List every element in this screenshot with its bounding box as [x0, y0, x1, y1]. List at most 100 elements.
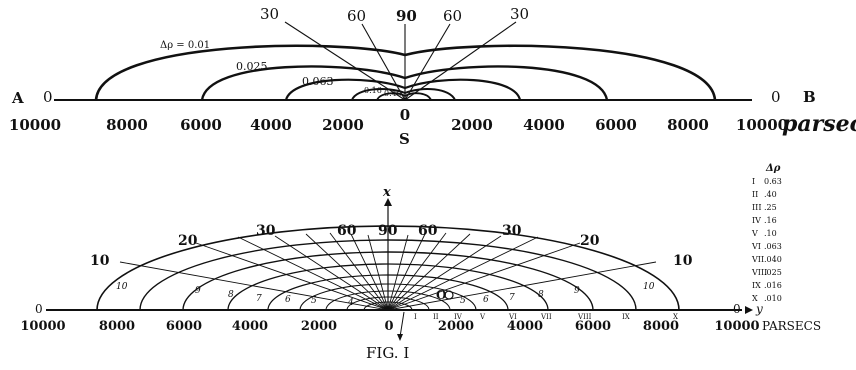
upper-contour-label: 0.16 — [364, 86, 382, 95]
lower-roman-marker: V — [479, 313, 486, 321]
lower-units-label: PARSECS — [762, 319, 821, 333]
lower-ray — [387, 233, 471, 311]
lower-ring-number: 5 — [311, 296, 317, 306]
upper-axis-zero-left: 0 — [43, 88, 53, 106]
lower-ray — [119, 261, 389, 311]
lower-ring-number: 10 — [116, 282, 128, 292]
lower-ring-number: 4 — [347, 298, 354, 308]
lower-ray — [305, 233, 389, 311]
upper-tick-label: 2000 — [322, 116, 364, 134]
lower-tick-label: 0 — [384, 319, 393, 334]
lower-point-o — [444, 290, 454, 300]
legend-row-num: III — [752, 203, 761, 212]
lower-angle-label: 60 — [337, 223, 357, 239]
legend-row-value: .010 — [764, 294, 782, 303]
lower-ray — [387, 235, 502, 311]
lower-roman-marker: X — [673, 313, 678, 321]
upper-tick-label: 6000 — [595, 116, 637, 134]
legend-row-num: IX — [752, 281, 761, 290]
legend-row-value: .25 — [764, 203, 777, 212]
lower-roman-marker: VI — [508, 313, 517, 321]
lower-angle-label: 90 — [378, 223, 398, 239]
lower-tick-label: 10000 — [20, 319, 65, 334]
lower-tick-label: 10000 — [714, 319, 759, 334]
lower-ring-numbers: 10 9 8 7 6 5 4 5 6 7 8 9 10 — [116, 282, 655, 308]
legend-row-num: II — [752, 190, 758, 199]
lower-ring-number: 8 — [228, 290, 234, 300]
legend-row-num: IV — [752, 216, 761, 225]
upper-angle-label: 90 — [396, 7, 417, 25]
upper-tick-label: 2000 — [451, 116, 493, 134]
legend-row-num: V — [751, 229, 758, 238]
upper-contour-label: Δρ = 0.01 — [160, 40, 210, 51]
upper-ray-30-right — [404, 21, 517, 101]
lower-point-label: O — [436, 288, 446, 302]
lower-ray — [387, 232, 447, 311]
upper-tick-label: 10000 — [736, 116, 788, 134]
legend-row-value: .10 — [764, 229, 777, 238]
lower-ray — [367, 234, 389, 311]
upper-endpoint-a: A — [11, 89, 24, 107]
legend-row-num: VI — [751, 242, 761, 251]
lower-origin-arrow-icon — [397, 334, 403, 341]
lower-ring-number: 7 — [509, 293, 515, 303]
legend-row-num: VII — [751, 255, 764, 264]
upper-tick-label: 8000 — [106, 116, 148, 134]
lower-ring-number: 7 — [256, 294, 262, 304]
lower-ring-number: 6 — [285, 295, 291, 305]
lower-ring-number: 10 — [643, 282, 655, 292]
lower-angle-label: 10 — [90, 253, 110, 269]
upper-units-label: parsecs — [782, 111, 856, 137]
lower-angle-label: 10 — [673, 253, 693, 269]
lower-roman-marker: II — [433, 313, 439, 321]
lower-ray — [387, 234, 409, 311]
lower-y-axis-label: y — [755, 302, 763, 316]
lower-ring-number: 6 — [483, 295, 489, 305]
lower-roman-marker: I — [414, 313, 417, 321]
legend-row-value: .016 — [764, 281, 782, 290]
upper-tick-label: 8000 — [667, 116, 709, 134]
legend: Δρ I 0.63 II .40 III .25 IV .16 V .10 VI… — [751, 163, 782, 303]
lower-tick-label: 6000 — [166, 319, 202, 334]
upper-angle-label: 30 — [510, 5, 529, 23]
lower-ray — [195, 242, 389, 311]
upper-axis-zero-right: 0 — [771, 88, 781, 106]
lower-y-arrow-icon — [745, 306, 753, 314]
upper-tick-label: 10000 — [9, 116, 61, 134]
legend-row-value: .025 — [764, 268, 782, 277]
lower-tick-labels: 10000 8000 6000 4000 2000 0 2000 4000 60… — [20, 319, 759, 334]
lower-ring-number: 8 — [538, 290, 544, 300]
legend-header: Δρ — [765, 163, 781, 174]
lower-angle-label: 30 — [256, 223, 276, 239]
lower-ring-number: 5 — [460, 296, 466, 306]
legend-row-num: I — [752, 177, 755, 186]
lower-ring-number: 9 — [574, 286, 580, 296]
upper-contour-label: 0.025 — [236, 60, 268, 73]
upper-angle-label: 30 — [260, 5, 279, 23]
lower-x-arrow-icon — [384, 198, 392, 206]
lower-angle-label: 60 — [418, 223, 438, 239]
upper-angle-label: 60 — [443, 7, 462, 25]
lower-ray — [387, 261, 657, 311]
upper-ray-60-right — [404, 23, 451, 101]
lower-ring-number: 9 — [195, 286, 201, 296]
upper-tick-label: 4000 — [523, 116, 565, 134]
upper-diagram: 30 60 90 60 30 Δρ = 0.01 0.025 0.063 0.1… — [9, 5, 856, 148]
lower-roman-marker: IX — [622, 313, 630, 321]
lower-tick-label: 8000 — [643, 319, 679, 334]
lower-x-axis-label: x — [382, 185, 391, 200]
lower-tick-label: 4000 — [232, 319, 268, 334]
lower-angle-label: 20 — [178, 233, 198, 249]
lower-ray — [387, 242, 581, 311]
legend-row-value: .40 — [764, 190, 777, 199]
lower-ray — [350, 233, 389, 311]
legend-row-num: X — [752, 294, 758, 303]
legend-row-value: .063 — [764, 242, 782, 251]
upper-ray-30-left — [284, 21, 406, 101]
lower-roman-marker: VIII — [577, 313, 592, 321]
upper-endpoint-b: B — [803, 88, 816, 106]
lower-ray — [329, 232, 389, 311]
upper-tick-labels: 10000 8000 6000 4000 2000 0 2000 4000 60… — [9, 106, 788, 134]
upper-angle-label: 60 — [347, 7, 366, 25]
